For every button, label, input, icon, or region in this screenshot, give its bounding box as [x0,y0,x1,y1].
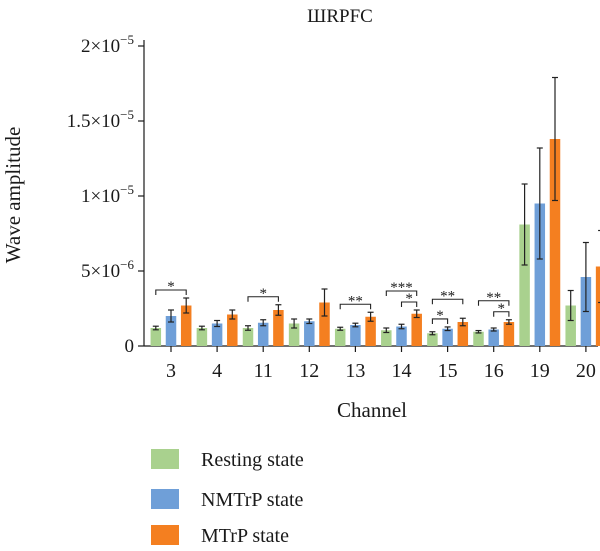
significance-label: * [167,279,175,295]
bar-nmtrp-19 [534,203,546,346]
bar-nmtrp-3 [165,316,177,346]
y-tick-label: 2×10−5 [81,32,134,57]
x-tick-label: 13 [345,360,365,382]
x-tick-label: 20 [576,360,596,382]
significance-label: ** [486,290,501,306]
bar-nmtrp-14 [396,326,407,346]
bar-mtrp-19 [549,139,561,346]
significance-bracket [155,289,187,295]
y-tick-label: 5×10−6 [81,257,135,282]
significance-bracket [431,298,464,305]
bar-resting-20 [565,305,576,346]
bar-nmtrp-11 [257,322,269,346]
significance-label: ** [348,293,363,309]
x-tick-label: 11 [254,360,273,382]
significance-group: * * ** ********** [155,279,510,324]
y-tick-label: 0 [125,336,135,357]
bar-resting-13 [334,328,346,346]
y-axis-label: Wave amplitude [1,127,25,264]
bar-resting-12 [288,323,300,346]
bar-resting-3 [150,328,162,346]
significance-label: * [436,308,444,324]
bar-nmtrp-13 [350,325,361,346]
legend-label-resting: Resting state [201,449,304,471]
bar-mtrp-3 [180,305,192,346]
bar-nmtrp-4 [211,323,223,346]
bar-mtrp-13 [365,316,376,346]
y-tick-label: 1.5×10−5 [67,107,134,132]
significance-label: ** [440,288,455,304]
legend-swatch-nmtrp [151,489,179,509]
chart-title: ШRPFC [307,6,373,27]
legend-label-nmtrp: NMTrP state [201,489,304,511]
significance-label: * [405,291,413,307]
legend-swatch-resting [151,449,179,469]
x-axis-label: Channel [337,398,407,422]
bar-resting-19 [519,224,530,346]
bar-mtrp-14 [411,313,422,346]
x-tick-label: 19 [530,360,550,382]
bar-mtrp-20 [595,266,600,346]
x-tick-label: 3 [166,360,176,382]
legend-label-mtrp: MTrP state [201,525,289,547]
y-tick-label: 1×10−5 [81,182,134,207]
legend-swatch-mtrp [151,525,179,545]
bar-nmtrp-12 [304,321,315,346]
bar-nmtrp-15 [442,328,453,346]
x-tick-label: 12 [299,360,319,382]
x-tick-label: 4 [212,360,222,382]
significance-bracket [493,311,510,317]
significance-bracket [477,300,510,306]
bar-mtrp-12 [319,302,330,346]
bar-resting-15 [427,333,438,346]
bar-resting-14 [381,330,392,346]
x-tick-label: 16 [484,360,504,382]
bar-resting-16 [473,331,484,346]
significance-label: * [498,301,506,317]
bar-resting-4 [196,328,208,346]
significance-bracket [247,296,279,302]
bar-mtrp-16 [503,322,515,346]
bar-mtrp-4 [227,314,238,346]
significance-label: * [259,286,267,302]
significance-bracket [339,303,372,310]
significance-bracket [431,318,449,324]
bars-group [150,139,600,346]
x-tick-label: 15 [438,360,458,382]
bar-resting-11 [242,328,254,346]
significance-bracket [385,290,418,296]
bar-nmtrp-16 [488,329,499,346]
significance-bracket [400,301,418,307]
axes: 0 5×10−6 1×10−5 1.5×10−5 2×10−5 3 4 11 12 13 14 15 1… [67,32,598,382]
error-bars-group [152,76,600,336]
bar-mtrp-11 [273,310,284,346]
bar-mtrp-15 [457,322,469,346]
x-tick-label: 14 [392,360,412,382]
significance-label: *** [390,280,413,296]
legend: Resting state NMTrP state MTrP state [151,449,304,547]
